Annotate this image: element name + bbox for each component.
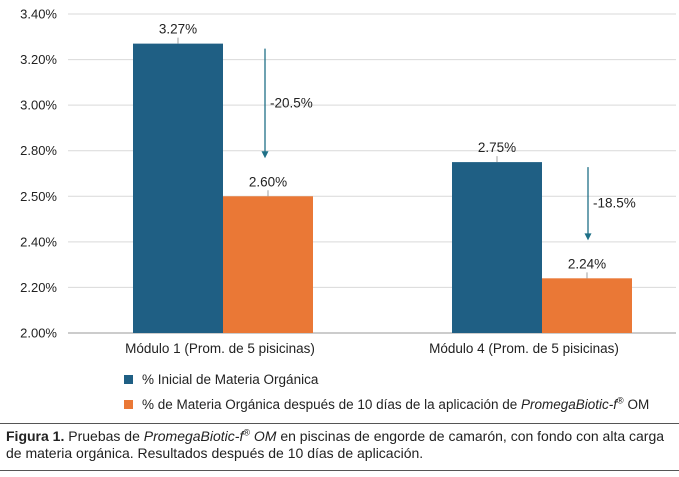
data-label: 2.24% (568, 256, 606, 271)
bar (542, 278, 632, 333)
caption-label: Figura 1. (6, 428, 65, 444)
bar (452, 162, 542, 333)
legend: % Inicial de Materia Orgánica % de Mater… (124, 368, 649, 418)
bottom-rule (0, 470, 679, 471)
y-tick-label: 2.40% (20, 234, 57, 249)
figure-caption: Figura 1. Pruebas de PromegaBiotic-f® OM… (6, 427, 665, 461)
data-label: 2.75% (478, 140, 516, 155)
y-tick-label: 3.00% (20, 98, 57, 113)
y-tick-label: 2.80% (20, 143, 57, 158)
data-label: 3.27% (159, 22, 197, 37)
y-tick-label: 3.40% (20, 7, 57, 22)
y-tick-label: 3.20% (20, 52, 57, 67)
x-category-label: Módulo 4 (Prom. de 5 pisicinas) (429, 341, 619, 356)
legend-label-after: % de Materia Orgánica después de 10 días… (142, 395, 650, 412)
top-rule (0, 423, 679, 424)
y-tick-label: 2.50% (20, 189, 57, 204)
bar (223, 196, 313, 333)
data-label: 2.60% (249, 174, 287, 189)
change-arrow-head (584, 233, 592, 241)
bar (133, 43, 223, 333)
change-annotation: -18.5% (593, 196, 636, 211)
change-arrow-head (261, 151, 269, 159)
legend-swatch-after (124, 399, 133, 409)
x-category-label: Módulo 1 (Prom. de 5 pisicinas) (125, 341, 315, 356)
legend-item-after: % de Materia Orgánica después de 10 días… (124, 393, 649, 415)
y-tick-label: 2.00% (20, 326, 57, 341)
legend-item-initial: % Inicial de Materia Orgánica (124, 368, 649, 390)
legend-swatch-initial (124, 374, 133, 384)
legend-label-initial: % Inicial de Materia Orgánica (142, 371, 319, 387)
change-annotation: -20.5% (270, 95, 313, 110)
y-tick-label: 2.20% (20, 280, 57, 295)
bar-chart: 3.40% 3.20% 3.00% 2.80% 2.50% 2.40% 2.20% 2.00%… (20, 7, 676, 356)
